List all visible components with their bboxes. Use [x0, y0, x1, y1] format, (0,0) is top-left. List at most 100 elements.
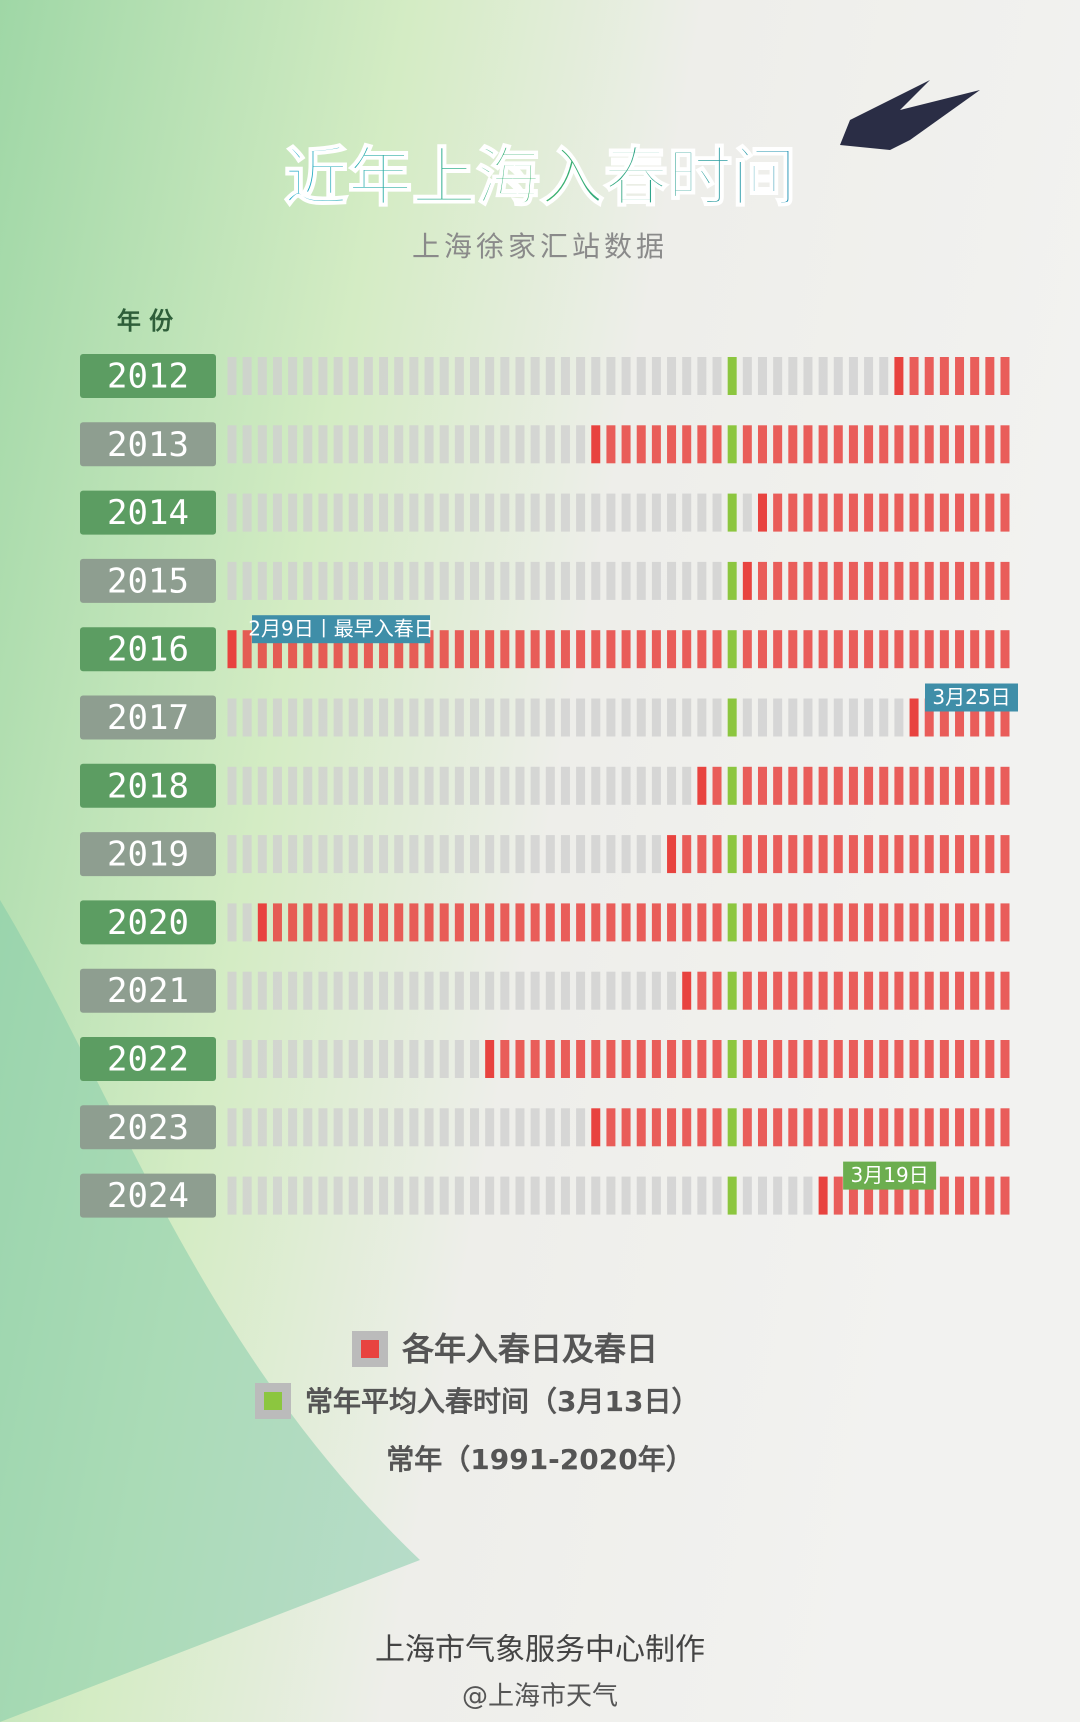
day-slot	[515, 1108, 525, 1147]
spring-day	[667, 630, 677, 669]
year-box	[80, 1105, 216, 1150]
swallow	[840, 80, 980, 150]
spring-day	[409, 630, 419, 669]
spring-day	[924, 698, 934, 737]
y-tick-label: 2014	[107, 493, 189, 533]
day-slot	[606, 766, 616, 805]
day-slot	[227, 1176, 237, 1215]
day-slot	[560, 971, 570, 1010]
year-box	[80, 832, 216, 877]
spring-day	[970, 903, 980, 942]
day-slot	[439, 766, 449, 805]
spring-day	[591, 903, 601, 942]
spring-day	[651, 903, 661, 942]
spring-segment	[591, 1108, 1010, 1147]
day-slot	[333, 1108, 343, 1147]
day-slot	[591, 357, 601, 395]
day-slot	[363, 1040, 373, 1078]
day-slot	[576, 766, 586, 805]
day-slot	[788, 357, 798, 395]
value-label: 2月9日丨最早入春日	[248, 617, 433, 641]
day-slot	[500, 1108, 510, 1147]
day-slot	[409, 425, 419, 464]
spring-day	[864, 425, 874, 464]
day-slot	[576, 698, 586, 737]
day-slot	[651, 766, 661, 805]
spring-day	[394, 630, 404, 669]
spring-day	[651, 1040, 661, 1078]
day-slot	[697, 1176, 707, 1215]
day-slot	[409, 357, 419, 395]
day-slot	[303, 1108, 313, 1147]
spring-day	[545, 903, 555, 942]
spring-day	[924, 835, 934, 874]
spring-day	[712, 835, 722, 874]
day-slot	[379, 698, 389, 737]
spring-day	[894, 835, 904, 874]
day-slot	[879, 698, 889, 737]
spring-day	[454, 630, 464, 669]
day-slot	[667, 561, 677, 600]
day-slot	[591, 835, 601, 874]
spring-day	[803, 493, 813, 532]
spring-day	[818, 835, 828, 874]
day-slot	[454, 1108, 464, 1147]
spring-day	[788, 1040, 798, 1078]
day-slot	[560, 698, 570, 737]
y-tick-label: 2018	[107, 766, 189, 806]
day-slot	[257, 971, 267, 1010]
spring-day	[682, 903, 692, 942]
day-slot	[272, 835, 282, 874]
day-slot	[288, 835, 298, 874]
spring-day	[939, 903, 949, 942]
day-slot	[348, 1108, 358, 1147]
day-slot	[636, 971, 646, 1010]
day-slot	[545, 698, 555, 737]
spring-day	[1000, 835, 1010, 874]
spring-day	[848, 1176, 858, 1215]
day-slot	[485, 425, 495, 464]
day-slot	[454, 971, 464, 1010]
y-tick-label: 2021	[107, 971, 189, 1011]
year-box	[80, 968, 216, 1013]
day-slot	[454, 766, 464, 805]
day-slot	[682, 561, 692, 600]
spring-day	[985, 698, 995, 737]
day-slot	[288, 971, 298, 1010]
day-slot	[409, 1040, 419, 1078]
day-slot	[651, 1176, 661, 1215]
day-slot	[470, 1040, 480, 1078]
day-slot	[318, 561, 328, 600]
spring-day	[773, 425, 783, 464]
spring-day	[818, 493, 828, 532]
day-slot	[576, 835, 586, 874]
spring-day	[621, 903, 631, 942]
day-slot	[470, 698, 480, 737]
year-box	[80, 1037, 216, 1081]
spring-day	[970, 971, 980, 1010]
day-slot	[833, 698, 843, 737]
day-slot	[803, 1176, 813, 1215]
day-slot	[697, 561, 707, 600]
spring-day	[333, 903, 343, 942]
day-slot	[651, 493, 661, 532]
spring-segment	[591, 425, 1010, 464]
spring-day	[1000, 561, 1010, 600]
spring-day	[485, 630, 495, 669]
day-slot	[651, 357, 661, 395]
day-slot	[227, 425, 237, 464]
day-slot	[576, 493, 586, 532]
spring-day	[924, 630, 934, 669]
day-slot	[485, 357, 495, 395]
day-slot	[333, 971, 343, 1010]
normal-marker	[727, 425, 737, 464]
day-slot	[303, 698, 313, 737]
spring-segment	[485, 1040, 1010, 1078]
spring-day	[1000, 630, 1010, 669]
day-slot	[454, 835, 464, 874]
day-slot	[576, 1108, 586, 1147]
day-slot	[606, 971, 616, 1010]
day-slot	[515, 835, 525, 874]
day-slot	[227, 903, 237, 942]
spring-day	[818, 1040, 828, 1078]
